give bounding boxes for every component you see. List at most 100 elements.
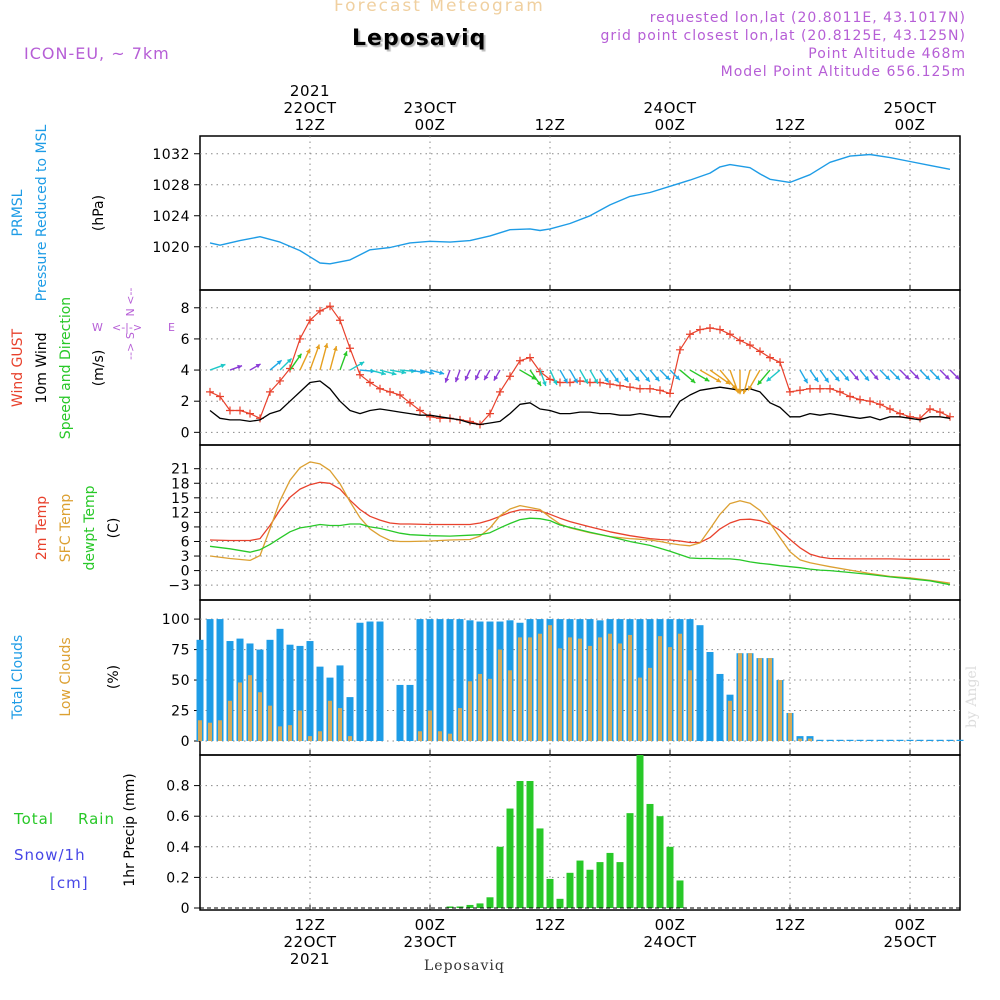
wind-arrow-head: [925, 375, 930, 380]
panel-frame: [199, 289, 961, 446]
wind-arrow-head: [757, 380, 763, 385]
wind-arrow-head: [552, 379, 558, 385]
wind-arrow-head: [464, 375, 470, 381]
wind-arrow: [589, 369, 599, 385]
wind-arrow: [879, 369, 891, 381]
y-tick-label: 4: [181, 363, 190, 379]
low-cloud-bar: [688, 670, 692, 741]
wind-arrow-shaft: [319, 343, 328, 371]
precip-bar: [466, 904, 474, 908]
temperature-series: [209, 461, 951, 586]
low-cloud-bar: [588, 645, 592, 741]
wind-arrow: [569, 369, 579, 384]
wind-arrow-head: [276, 360, 282, 365]
total-cloud-bar: [416, 619, 424, 741]
y-tick-label: 15: [171, 491, 190, 507]
low-cloud-bar: [318, 731, 322, 741]
low-cloud-bar: [608, 633, 612, 741]
total-cloud-bar: [856, 739, 864, 741]
low-cloud-bar: [538, 633, 542, 741]
y-tick-label: 0.4: [166, 840, 190, 856]
gust-marker: [746, 341, 754, 350]
wind-arrow-head: [824, 377, 829, 383]
low-cloud-bar: [268, 705, 272, 741]
wind-arrow-head: [475, 375, 480, 380]
gust-marker: [526, 353, 534, 362]
total-cloud-bar: [276, 628, 284, 741]
wind-arrow: [339, 351, 348, 371]
y-tick-label: 0: [181, 901, 190, 917]
gust-marker: [846, 392, 854, 401]
low-cloud-bar: [528, 637, 532, 741]
pressure-line: [209, 153, 951, 265]
precip-bar: [606, 852, 614, 908]
wind-arrow: [737, 370, 743, 395]
low-cloud-bar: [338, 708, 342, 741]
wind-arrow: [444, 369, 451, 383]
precip-bar: [516, 781, 524, 908]
total-cloud-bar: [876, 739, 884, 741]
watermark: by Angel: [964, 665, 980, 728]
precip-bar: [526, 781, 534, 908]
total-cloud-bar: [916, 739, 924, 741]
wind-arrow-head: [914, 374, 920, 380]
time-label-bottom: 12Z: [775, 916, 806, 934]
wind-speed-line: [209, 380, 951, 426]
wind-arrow: [659, 369, 671, 381]
wind-arrow: [329, 345, 338, 371]
gust-marker: [276, 376, 284, 385]
wind-arrow: [889, 369, 901, 381]
low-cloud-bar: [758, 658, 762, 741]
wind-arrow: [699, 369, 722, 383]
y-tick-label: 9: [181, 520, 190, 536]
gust-marker: [486, 409, 494, 418]
wind-arrow: [379, 369, 397, 376]
y-tick-label: 100: [162, 612, 190, 628]
gust-marker: [906, 412, 914, 421]
total-cloud-bar: [346, 697, 354, 741]
total-cloud-bar: [406, 684, 414, 741]
gust-marker: [426, 412, 434, 421]
low-cloud-bar: [748, 653, 752, 741]
low-cloud-bar: [278, 726, 282, 741]
gust-marker: [856, 395, 864, 404]
wind-arrow-head: [444, 377, 450, 383]
low-cloud-bar: [418, 731, 422, 741]
y-tick-label: 0: [181, 564, 190, 580]
wind-arrow-head: [634, 376, 640, 382]
low-cloud-bar: [248, 675, 252, 741]
total-cloud-bar: [306, 641, 314, 741]
total-cloud-bar: [816, 739, 824, 741]
y-tick-label: 50: [171, 673, 190, 689]
wind-arrow-head: [220, 363, 226, 369]
total-cloud-bar: [456, 619, 464, 741]
wind-arrow-head: [604, 377, 609, 383]
pressure-series: [209, 153, 951, 265]
wind-arrow: [483, 369, 491, 381]
gust-marker: [506, 372, 514, 381]
time-label-top: 23OCT: [403, 99, 456, 117]
gust-marker: [296, 334, 304, 343]
label-snow-unit: [cm]: [50, 874, 89, 892]
gust-marker: [306, 316, 314, 325]
location-title: Leposaviq: [352, 26, 487, 51]
gust-marker: [806, 384, 814, 393]
gust-marker: [236, 406, 244, 415]
gust-marker: [816, 384, 824, 393]
gust-marker: [876, 400, 884, 409]
wind-arrow: [454, 369, 461, 383]
wind-arrow-head: [885, 375, 890, 380]
model-point-altitude: Model Point Altitude 656.125m: [720, 64, 966, 80]
low-cloud-bar: [348, 736, 352, 741]
time-label-bottom: 25OCT: [883, 933, 936, 951]
time-label-bottom: 12Z: [535, 916, 566, 934]
wind-arrow: [429, 369, 445, 375]
gust-marker: [336, 316, 344, 325]
wind-arrow-head: [493, 375, 499, 381]
low-cloud-bar: [438, 731, 442, 741]
wind-arrow: [299, 348, 311, 371]
wind-arrow: [249, 363, 261, 371]
wind-arrow: [599, 369, 610, 383]
wind-arrow: [639, 369, 651, 383]
low-cloud-bar: [808, 738, 812, 741]
